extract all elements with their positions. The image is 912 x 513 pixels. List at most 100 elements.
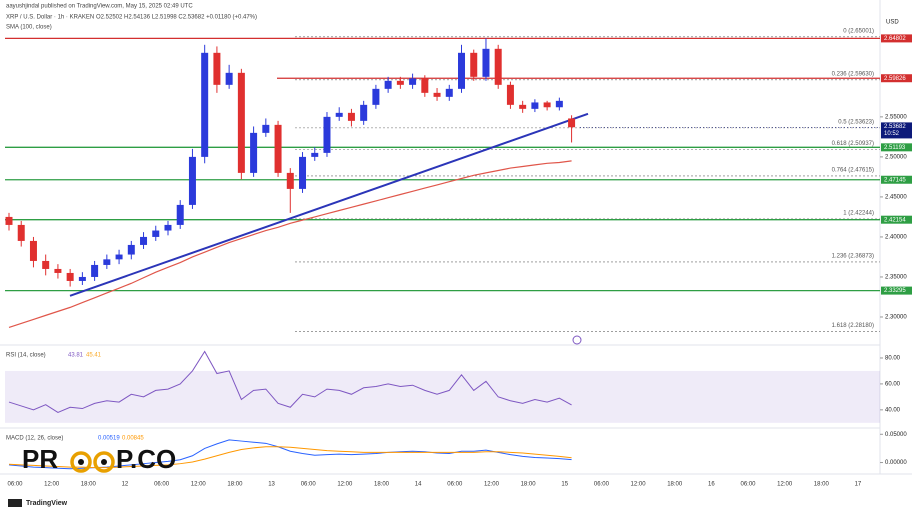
watermark-eye [101,459,107,465]
y-tick-label: 2.40000 [885,235,907,241]
rsi-readout: 45.41 [86,353,102,359]
candle-body [335,112,343,117]
y-tick-label: 2.30000 [885,315,907,321]
level-tag [881,34,912,43]
rsi-band [5,370,880,423]
candle-body [164,224,172,231]
candle-body [42,260,50,269]
rsi-tick-label: 40.00 [885,407,901,413]
x-tick-label: 13 [268,482,275,488]
candle-body [262,124,270,133]
macd-label: MACD (12, 26, close) [6,436,63,442]
last-price-label: 2.53682 [884,124,906,130]
candle-body [274,124,282,173]
footer-brand: TradingView [26,500,68,507]
fib-label: 1 (2.42244) [843,211,874,217]
rsi-label: RSI (14, close) [6,353,46,359]
candle-body [78,276,86,281]
ohlc-readout: O2.52502 H2.54136 L2.51998 C2.53682 +0.0… [96,15,257,21]
macd-tick-label: 0.00000 [885,460,907,466]
x-tick-label: 12 [122,482,129,488]
candle-body [237,72,245,173]
x-tick-label: 06:00 [7,482,23,488]
x-tick-label: 06:00 [447,482,463,488]
rsi-line [8,350,572,414]
candle-body [409,78,417,85]
x-tick-label: 18:00 [667,482,683,488]
candle-body [91,264,99,277]
level-tag-label: 2.51193 [884,145,906,151]
candle-body [5,216,13,225]
level-tag [881,175,912,184]
level-tag [881,215,912,224]
x-tick-label: 18:00 [81,482,97,488]
candle-body [531,102,539,109]
symbol-title: XRP / U.S. Dollar · 1h · KRAKEN [6,15,94,21]
candle-body [66,272,74,281]
candle-body [213,52,221,85]
countdown: 10:52 [884,131,900,137]
signal-line [8,446,572,469]
y-tick-label: 2.55000 [885,114,907,120]
rsi-tick-label: 60.00 [885,381,901,387]
x-tick-label: 14 [415,482,422,488]
candle-body [103,259,111,265]
rsi-readout: 43.81 [68,353,84,359]
x-tick-label: 15 [561,482,568,488]
candle-body [421,78,429,93]
candle-body [506,84,514,105]
candle-body [433,92,441,97]
x-tick-label: 12:00 [337,482,353,488]
x-tick-label: 16 [708,482,715,488]
candle-body [188,156,196,205]
candle-body [555,100,563,108]
currency: USD [886,20,899,26]
fib-label: 1.618 (2.28180) [832,323,874,329]
candle-body [29,240,37,261]
fib-label: 1.236 (2.36873) [832,254,874,260]
trendline [69,112,589,297]
footer-logo [8,499,22,507]
fib-label: 0.5 (2.53623) [838,119,874,125]
x-tick-label: 12:00 [484,482,500,488]
macd-readout: 0.00519 [98,436,120,442]
candle-body [286,172,294,189]
x-tick-label: 18:00 [227,482,243,488]
candle-body [225,72,233,85]
candle-body [372,88,380,105]
watermark: P.CO [116,444,176,474]
watermark-ring [93,451,115,473]
candle-body [360,104,368,121]
candle-body [140,236,148,245]
y-tick-label: 2.45000 [885,194,907,200]
fib-label: 0 (2.65001) [843,28,874,34]
candle-body [482,48,490,77]
fib-label: 0.236 (2.59630) [832,71,874,77]
candle-body [152,230,160,237]
level-tag [881,143,912,152]
x-tick-label: 12:00 [191,482,207,488]
level-tag-label: 2.33295 [884,288,906,294]
x-tick-label: 06:00 [740,482,756,488]
macd-readout: 0.00845 [122,436,144,442]
candle-body [17,224,25,241]
level-tag [881,286,912,295]
x-tick-label: 06:00 [594,482,610,488]
watermark-eye [78,459,84,465]
watermark-ring [70,451,92,473]
candle-body [299,156,307,189]
fib-label: 0.764 (2.47615) [832,168,874,174]
publisher: aayushjindal published on TradingView.co… [6,4,193,10]
x-tick-label: 06:00 [301,482,317,488]
x-tick-label: 18:00 [374,482,390,488]
x-tick-label: 12:00 [631,482,647,488]
candle-body [470,52,478,77]
y-tick-label: 2.35000 [885,275,907,281]
candle-body [250,132,258,173]
x-tick-label: 12:00 [44,482,60,488]
sma-line [8,160,572,328]
candle-body [519,104,527,109]
candle-body [54,268,62,273]
x-tick-label: 18:00 [521,482,537,488]
macd-tick-label: 0.05000 [885,432,907,438]
